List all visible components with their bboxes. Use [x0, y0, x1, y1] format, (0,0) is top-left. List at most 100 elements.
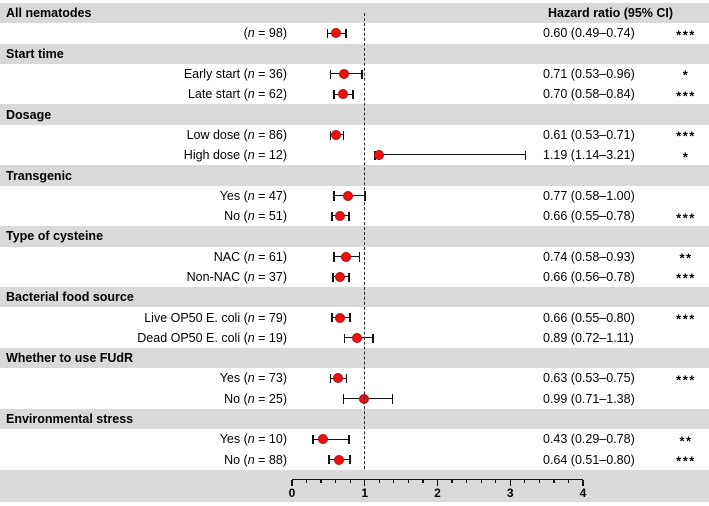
significance-stars: ***: [676, 210, 696, 226]
significance-stars: ***: [676, 88, 696, 104]
ci-cap-left: [326, 29, 329, 39]
subgroup-n-text: = 37): [254, 270, 287, 284]
estimate-row: No (n = 25) 0.99 (0.71–1.38): [0, 389, 709, 409]
hazard-ratio-value: 0.43 (0.29–0.78): [543, 432, 635, 447]
subgroup-label: Yes (n = 73): [0, 371, 287, 385]
subgroup-label: NAC (n = 61): [0, 250, 287, 264]
ci-cap-right: [345, 374, 348, 384]
subgroup-label: No (n = 88): [0, 453, 287, 467]
ci-cap-right: [361, 69, 363, 79]
estimate-row: Live OP50 E. coli (n = 79) 0.66 (0.55–0.…: [0, 307, 709, 327]
n-symbol: n: [247, 391, 255, 406]
hazard-ratio-point: [330, 28, 341, 39]
ci-cap-left: [329, 69, 332, 79]
significance-stars: **: [679, 250, 693, 266]
hazard-ratio-column-header: Hazard ratio (95% CI): [548, 6, 674, 21]
hazard-ratio-point: [338, 69, 349, 80]
n-symbol: n: [247, 249, 255, 264]
x-axis-tick-label: 2: [434, 486, 441, 500]
subgroup-label-text: Dead OP50 E. coli (: [137, 330, 248, 345]
group-header-label: Type of cysteine: [6, 229, 104, 244]
x-axis-major-tick: [582, 480, 584, 486]
ci-cap-right: [524, 150, 527, 161]
x-axis-tick-label: 4: [579, 486, 587, 500]
hazard-ratio-point: [332, 373, 343, 384]
subgroup-label-text: NAC (: [213, 249, 248, 264]
ci-cap-right: [349, 313, 351, 323]
subgroup-label: Live OP50 E. coli (n = 79): [0, 311, 287, 325]
hazard-ratio-point: [318, 434, 329, 445]
subgroup-n-text: = 47): [254, 188, 287, 203]
hazard-ratio-point: [340, 251, 351, 262]
subgroup-n-text: = 98): [254, 26, 287, 41]
subgroup-n-text: = 61): [254, 249, 287, 264]
subgroup-n-text: = 73): [254, 371, 287, 386]
ci-cap-right: [345, 29, 347, 39]
ci-cap-left: [331, 211, 333, 221]
hazard-ratio-point: [333, 454, 344, 465]
hazard-ratio-point: [335, 211, 345, 222]
subgroup-label-text: Early start (: [183, 67, 248, 82]
n-symbol: n: [247, 87, 255, 102]
significance-stars: ***: [676, 311, 696, 327]
hazard-ratio-value: 1.19 (1.14–3.21): [543, 148, 635, 163]
hazard-ratio-point: [337, 89, 348, 100]
group-header-label: Dosage: [6, 107, 52, 122]
ci-cap-right: [342, 130, 345, 140]
subgroup-label-text: Non-NAC (: [186, 270, 248, 284]
subgroup-label: High dose (n = 12): [0, 148, 287, 162]
x-axis-minor-tick: [422, 480, 424, 484]
group-header-label: Start time: [6, 46, 64, 61]
group-header-row: Type of cysteine: [0, 226, 709, 247]
significance-stars: ***: [676, 372, 696, 388]
subgroup-label-text: No (: [224, 209, 248, 224]
hazard-ratio-value: 0.60 (0.49–0.74): [543, 26, 635, 41]
hazard-ratio-point: [331, 129, 342, 140]
significance-stars: ***: [676, 27, 696, 43]
ci-cap-left: [329, 374, 332, 384]
x-axis-tick-label: 1: [361, 486, 369, 500]
group-header-row: Environmental stress: [0, 408, 709, 430]
estimate-row: Yes (n = 73) 0.63 (0.53–0.75) ***: [0, 368, 709, 388]
ci-cap-left: [331, 272, 334, 282]
ci-cap-right: [371, 333, 374, 343]
x-axis-minor-tick: [378, 480, 380, 484]
group-header-row: Start time: [0, 43, 709, 64]
subgroup-n-text: = 19): [254, 330, 287, 345]
subgroup-label: No (n = 25): [0, 392, 287, 406]
significance-stars: ***: [676, 270, 696, 286]
x-axis-minor-tick: [349, 480, 351, 484]
subgroup-label-text: Late start (: [187, 87, 248, 102]
subgroup-label-text: No (: [224, 391, 248, 406]
group-header-row: Bacterial food source: [0, 287, 709, 308]
ci-cap-left: [333, 252, 335, 262]
subgroup-n-text: = 25): [254, 391, 287, 406]
n-symbol: n: [247, 148, 255, 163]
subgroup-label: No (n = 51): [0, 209, 287, 223]
subgroup-label: Late start (n = 62): [0, 87, 287, 101]
n-symbol: n: [247, 270, 255, 284]
hazard-ratio-value: 0.66 (0.56–0.78): [543, 270, 635, 284]
group-header-row: Whether to use FUdR: [0, 348, 709, 369]
significance-stars: **: [679, 433, 693, 449]
reference-line-hr-1: [363, 13, 365, 479]
ci-cap-left: [333, 191, 335, 201]
hazard-ratio-point: [335, 312, 345, 323]
x-axis-minor-tick: [465, 480, 468, 484]
group-header-label: Transgenic: [6, 168, 72, 183]
estimate-row: Low dose (n = 86) 0.61 (0.53–0.71) ***: [0, 125, 709, 145]
hazard-ratio-value: 0.63 (0.53–0.75): [543, 371, 635, 386]
hazard-ratio-point: [351, 332, 362, 343]
subgroup-label: Low dose (n = 86): [0, 128, 287, 142]
estimate-row: (n = 98) 0.60 (0.49–0.74) ***: [0, 23, 709, 43]
estimate-row: Non-NAC (n = 37) 0.66 (0.56–0.78) ***: [0, 267, 709, 287]
hazard-ratio-value: 0.77 (0.58–1.00): [543, 188, 635, 203]
estimate-row: NAC (n = 61) 0.74 (0.58–0.93) **: [0, 247, 709, 267]
ci-cap-left: [328, 455, 330, 465]
x-axis-tick-label: 0: [288, 486, 296, 500]
n-symbol: n: [247, 127, 255, 142]
hazard-ratio-value: 0.64 (0.51–0.80): [543, 452, 635, 467]
n-symbol: n: [247, 310, 255, 325]
hazard-ratio-value: 0.66 (0.55–0.78): [543, 209, 635, 224]
